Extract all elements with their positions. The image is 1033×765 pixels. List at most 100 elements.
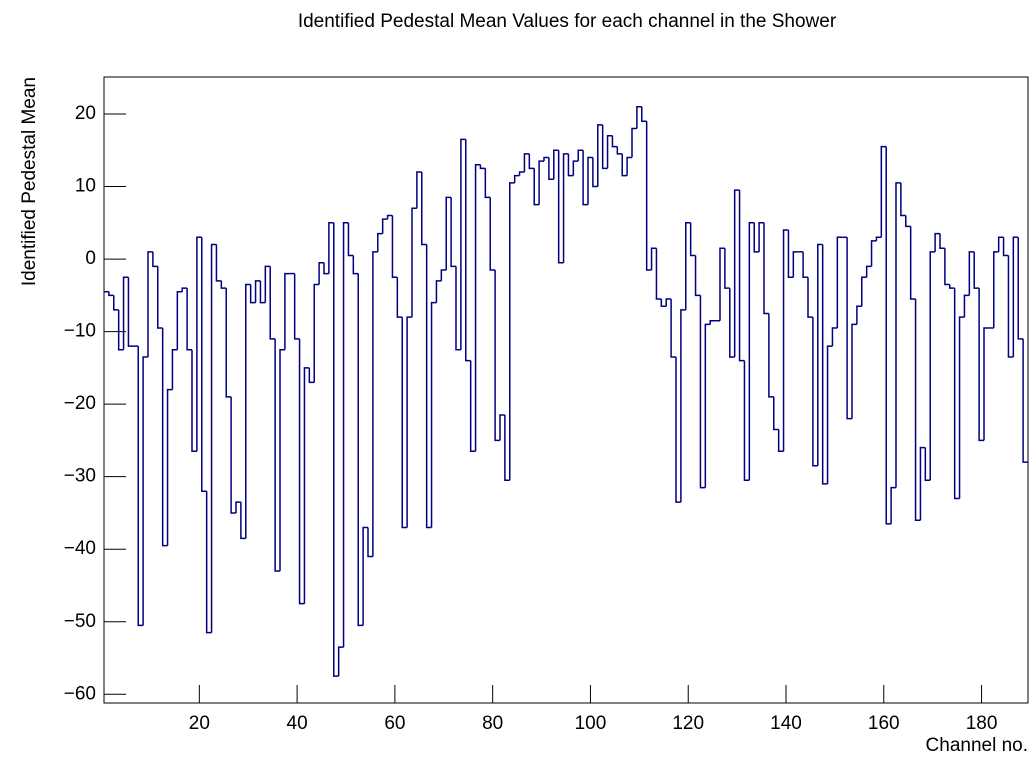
histogram-step: [641, 106, 647, 122]
histogram-step: [313, 283, 320, 383]
histogram-step: [474, 164, 481, 452]
histogram-step: [978, 288, 984, 442]
histogram-step: [411, 207, 417, 318]
histogram-step: [958, 316, 965, 499]
histogram-step: [284, 272, 290, 350]
histogram-step: [298, 338, 305, 605]
histogram-step: [665, 298, 672, 307]
histogram-step: [210, 243, 217, 633]
histogram-step: [489, 197, 496, 271]
histogram-step: [768, 313, 774, 398]
histogram-step: [724, 248, 730, 289]
histogram-step: [421, 172, 427, 246]
histogram-step: [567, 153, 574, 177]
histogram-step: [685, 222, 691, 310]
x-tick-label: 160: [868, 713, 900, 734]
histogram-step: [582, 150, 588, 206]
histogram-step: [460, 138, 466, 350]
histogram-step: [719, 247, 725, 321]
y-tick-label: 20: [75, 103, 96, 124]
histogram-step: [670, 298, 676, 358]
histogram-step: [386, 214, 393, 220]
histogram-step: [1012, 236, 1019, 357]
histogram-step: [259, 280, 266, 304]
histogram-step: [553, 149, 559, 180]
histogram-step: [362, 526, 368, 626]
histogram-step: [709, 319, 716, 325]
histogram-step: [249, 284, 256, 304]
histogram-step: [469, 360, 476, 453]
histogram-step: [870, 240, 877, 267]
histogram-step: [264, 265, 271, 303]
histogram-step: [738, 190, 745, 362]
histogram-step: [753, 222, 760, 253]
histogram-step: [342, 222, 349, 648]
histogram-step: [900, 182, 906, 217]
histogram-step: [621, 153, 628, 177]
histogram-step: [748, 222, 755, 481]
histogram-step: [592, 157, 598, 188]
histogram-step: [606, 135, 613, 169]
histogram-step: [347, 222, 354, 257]
plot-frame: [103, 76, 1029, 704]
histogram-step: [626, 156, 632, 176]
histogram-step: [528, 153, 535, 170]
histogram-step: [543, 156, 549, 162]
histogram-step: [406, 316, 412, 528]
histogram-step: [337, 646, 344, 677]
histogram-step: [704, 323, 711, 488]
histogram-step: [318, 261, 324, 285]
histogram-step: [729, 288, 735, 358]
histogram-step: [733, 189, 740, 357]
histogram-step: [758, 222, 764, 252]
histogram-step: [973, 251, 980, 289]
histogram-step: [147, 251, 153, 357]
histogram-step: [914, 298, 921, 521]
histogram-step: [856, 305, 862, 325]
histogram-step: [533, 168, 540, 206]
histogram-step: [694, 255, 701, 297]
histogram-step: [323, 262, 329, 275]
histogram-step: [934, 232, 940, 252]
histogram-step: [401, 317, 408, 529]
histogram-step: [939, 233, 945, 249]
histogram-step: [142, 356, 148, 626]
histogram-step: [152, 251, 158, 268]
histogram-step: [846, 237, 852, 420]
histogram-step: [836, 236, 843, 328]
histogram-step: [895, 182, 901, 488]
histogram-step: [890, 486, 896, 524]
x-tick-label: 180: [966, 713, 998, 734]
histogram-step: [929, 251, 936, 481]
histogram-step: [645, 121, 652, 271]
x-tick-label: 60: [384, 713, 405, 734]
histogram-step: [161, 327, 168, 547]
histogram-step: [773, 396, 779, 431]
histogram-step: [499, 414, 505, 441]
histogram-step: [328, 222, 334, 274]
histogram-step: [538, 160, 544, 205]
histogram-step: [655, 248, 662, 300]
histogram-step: [997, 236, 1004, 252]
y-tick-label: 0: [85, 248, 96, 269]
histogram-step: [509, 182, 515, 481]
histogram-step: [391, 215, 398, 278]
histogram-step: [851, 323, 857, 419]
y-tick-label: 10: [75, 176, 96, 197]
histogram-step: [763, 222, 769, 315]
histogram-step: [616, 146, 623, 155]
histogram-step: [303, 367, 310, 604]
histogram-step: [949, 284, 955, 289]
histogram-step: [680, 309, 686, 503]
x-tick-label: 120: [672, 713, 704, 734]
histogram-step: [186, 288, 192, 351]
histogram-step: [191, 349, 197, 453]
histogram-step: [416, 171, 422, 209]
histogram-step: [196, 236, 202, 452]
histogram-step: [562, 153, 569, 263]
histogram-step: [504, 415, 510, 482]
histogram-step: [601, 124, 608, 170]
histogram-step: [396, 277, 403, 318]
histogram-step: [122, 276, 129, 350]
